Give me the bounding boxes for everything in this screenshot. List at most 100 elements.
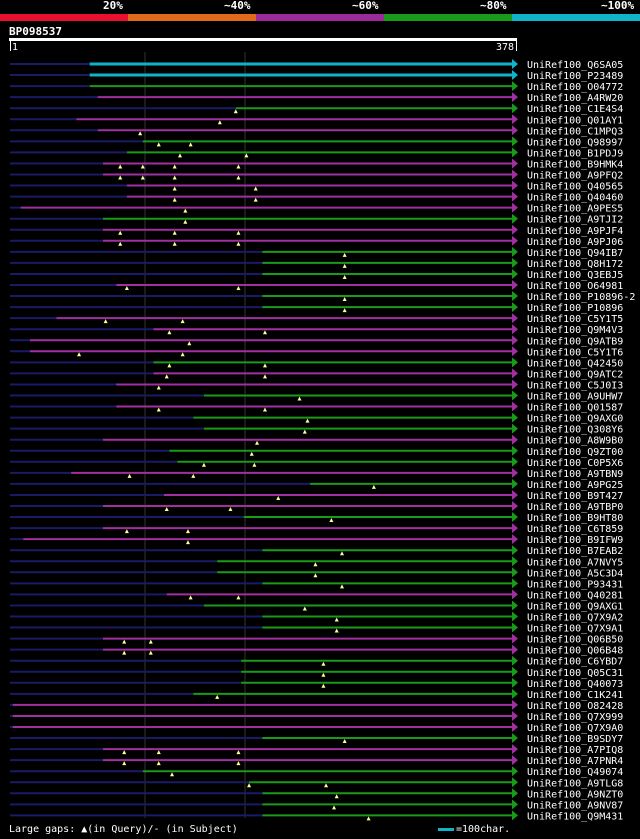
legend-segment (384, 14, 512, 21)
ruler-tick-end (516, 41, 517, 51)
hit-row: UniRef100_Q7X9A0 (10, 722, 623, 734)
hit-label: UniRef100_A9PFQ2 (527, 171, 623, 182)
hit-arrow (512, 280, 518, 290)
hit-row: UniRef100_A7PNR4 (10, 755, 623, 767)
hit-row: UniRef100_Q40460 (10, 191, 623, 204)
gap-marker (118, 230, 123, 235)
hit-arrow (512, 346, 518, 357)
gap-marker (236, 286, 241, 290)
hit-label: UniRef100_Q40073 (527, 679, 623, 690)
gap-marker (228, 507, 233, 511)
gap-marker (118, 175, 123, 180)
hit-label: UniRef100_Q42450 (527, 358, 623, 369)
hit-arrow (512, 423, 518, 434)
hit-label: UniRef100_C5Y1T6 (527, 347, 623, 358)
gap-marker (172, 230, 177, 235)
hit-label: UniRef100_Q40565 (527, 182, 623, 193)
hit-arrow (512, 810, 518, 821)
gap-marker (302, 606, 307, 611)
hit-arrow (512, 644, 518, 655)
gap-marker (103, 319, 108, 324)
hit-label: UniRef100_Q9AXG1 (527, 601, 623, 612)
gap-marker (233, 109, 238, 114)
hit-arrow (512, 777, 518, 788)
hit-row: UniRef100_Q06B48 (10, 644, 623, 657)
gap-marker (77, 352, 82, 357)
gap-marker (366, 816, 371, 821)
hit-arrow (512, 666, 518, 677)
hit-row: UniRef100_Q9M431 (10, 810, 623, 822)
hit-row: UniRef100_B9HT80 (10, 512, 623, 524)
hit-arrow (512, 655, 518, 666)
gap-marker (191, 473, 196, 478)
gap-marker (172, 197, 177, 202)
hit-row: UniRef100_A7PIQ8 (10, 744, 623, 756)
gap-marker (167, 363, 172, 368)
hit-arrow (512, 59, 518, 69)
hit-row: UniRef100_Q9ATC2 (10, 368, 623, 380)
hit-row: UniRef100_O82428 (10, 699, 623, 712)
hit-row: UniRef100_C5Y1T5 (10, 313, 623, 325)
hit-arrow (512, 235, 518, 246)
hit-row: UniRef100_A9PJ06 (10, 235, 623, 248)
hit-arrow (512, 710, 518, 721)
hit-row: UniRef100_A9UHW7 (10, 390, 623, 403)
hit-label: UniRef100_Q98997 (527, 137, 623, 148)
gap-marker (183, 208, 188, 213)
gap-marker (156, 385, 161, 390)
hit-row: UniRef100_Q308Y6 (10, 423, 623, 436)
gap-marker (321, 672, 326, 677)
hit-label: UniRef100_C5J0I3 (527, 380, 623, 391)
hit-arrow (512, 622, 518, 633)
gap-marker (262, 363, 267, 368)
gap-marker (172, 186, 177, 191)
hit-label: UniRef100_A7PNR4 (527, 756, 623, 767)
hit-arrow (512, 478, 518, 489)
hit-arrow (512, 445, 518, 456)
hit-row: UniRef100_Q6SA05 (10, 59, 623, 71)
gap-marker (140, 164, 145, 169)
gap-marker (334, 794, 339, 799)
gap-marker (164, 374, 169, 379)
gap-marker (334, 628, 339, 633)
hit-label: UniRef100_A4RW20 (527, 93, 623, 104)
hit-label: UniRef100_A9TBN9 (527, 469, 623, 480)
hit-arrow (512, 302, 518, 313)
hit-row: UniRef100_C5Y1T6 (10, 346, 623, 358)
gap-marker (187, 341, 192, 346)
hit-arrow (512, 136, 518, 147)
hit-row: UniRef100_B9IFW9 (10, 534, 623, 546)
gap-marker (118, 164, 123, 169)
gap-marker (342, 274, 347, 279)
legend-label: ~80% (480, 0, 507, 12)
hit-label: UniRef100_P10896-2 (527, 292, 635, 303)
legend-label: ~40% (224, 0, 251, 12)
gap-legend: Large gaps: ▲(in Query)/- (in Subject) (9, 824, 238, 835)
hit-label: UniRef100_B9HMK4 (527, 159, 623, 170)
hit-label: UniRef100_Q01587 (527, 403, 623, 414)
hit-row: UniRef100_C1MPQ3 (10, 125, 623, 137)
hit-label: UniRef100_Q06B48 (527, 646, 623, 657)
hit-label: UniRef100_C6T859 (527, 524, 623, 535)
hit-label: UniRef100_B7EAB2 (527, 546, 623, 557)
gap-marker (236, 241, 241, 246)
hit-label: UniRef100_A5C3D4 (527, 568, 623, 579)
hit-label: UniRef100_A9UHW7 (527, 392, 623, 403)
gap-marker (321, 661, 326, 666)
hit-row: UniRef100_Q40281 (10, 589, 623, 601)
hit-row: UniRef100_O64981 (10, 280, 623, 292)
gap-marker (156, 761, 161, 766)
hit-arrow (512, 677, 518, 688)
hit-row: UniRef100_Q3EBJ5 (10, 268, 623, 281)
hit-label: UniRef100_A9NV87 (527, 800, 623, 811)
hit-row: UniRef100_A9NV87 (10, 799, 623, 811)
legend-segment (256, 14, 384, 21)
gap-marker (122, 650, 127, 655)
gap-marker (334, 617, 339, 622)
hit-label: UniRef100_Q7X9A1 (527, 624, 623, 635)
gap-marker (170, 772, 175, 777)
hit-label: UniRef100_P10896 (527, 303, 623, 314)
hit-arrow (512, 733, 518, 744)
hit-label: UniRef100_O64981 (527, 281, 623, 292)
gap-marker (253, 186, 258, 191)
